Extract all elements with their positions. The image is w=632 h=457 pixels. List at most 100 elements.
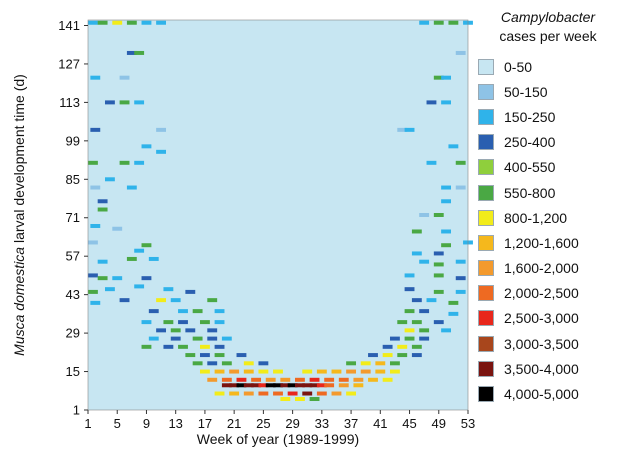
x-tick-label: 13 <box>168 416 182 431</box>
legend-label: 550-800 <box>504 184 556 201</box>
heatmap-cell <box>448 144 459 149</box>
heatmap-cell <box>141 276 152 281</box>
heatmap-cell <box>185 289 196 294</box>
heatmap-cell <box>411 344 422 349</box>
heatmap-cell <box>141 20 152 25</box>
legend-label: 4,000-5,000 <box>504 386 579 403</box>
x-tick-label: 49 <box>432 416 446 431</box>
heatmap-cell <box>368 353 378 358</box>
heatmap-cell <box>221 336 232 341</box>
heatmap-cell <box>404 336 415 341</box>
legend-swatch <box>478 310 494 327</box>
heatmap-cell <box>141 320 152 325</box>
heatmap-cell <box>441 243 452 248</box>
heatmap-cell <box>156 149 167 154</box>
heatmap-cell <box>389 361 400 366</box>
heatmap-cell <box>112 226 123 231</box>
heatmap-cell <box>426 160 437 165</box>
heatmap-cell <box>331 391 342 396</box>
x-axis-label: Week of year (1989-1999) <box>196 431 360 447</box>
legend-label: 3,000-3,500 <box>504 335 579 352</box>
y-axis-label-wrap: Musca domestica larval development time … <box>8 20 30 410</box>
legend-items: 0-50 50-150 150-250 250-400 400-550 550-800 80… <box>478 54 628 407</box>
heatmap-cell <box>207 377 218 382</box>
legend-swatch <box>478 335 494 352</box>
heatmap-cell <box>236 377 247 382</box>
heatmap-cell <box>90 75 101 80</box>
heatmap-cell <box>433 262 444 267</box>
heatmap-cell <box>221 383 232 388</box>
heatmap-cell <box>243 391 254 396</box>
heatmap-cells <box>88 20 473 402</box>
heatmap-cell <box>148 336 159 341</box>
y-tick-label: 1 <box>73 403 80 418</box>
heatmap-cell <box>309 383 320 388</box>
heatmap-cell <box>170 298 181 303</box>
heatmap-cell <box>134 248 145 253</box>
heatmap-cell <box>411 229 422 234</box>
heatmap-cell <box>214 309 225 314</box>
heatmap-cell <box>156 127 167 132</box>
heatmap-cell <box>229 369 240 374</box>
heatmap-cell <box>411 298 422 303</box>
heatmap-cell <box>397 320 408 325</box>
heatmap-cell <box>426 100 437 105</box>
heatmap-cell <box>148 256 159 261</box>
heatmap-cell <box>170 336 181 341</box>
y-tick-label: 141 <box>58 18 80 33</box>
heatmap-cell <box>90 127 101 132</box>
heatmap-cell <box>251 383 262 388</box>
heatmap-cell <box>419 20 430 25</box>
heatmap-cell <box>309 377 320 382</box>
legend-swatch <box>478 234 494 251</box>
heatmap-cell <box>419 259 430 264</box>
heatmap-cell <box>88 273 98 278</box>
heatmap-cell <box>404 309 415 314</box>
heatmap-cell <box>97 259 108 264</box>
heatmap-cell <box>346 369 357 374</box>
legend-swatch <box>478 285 494 302</box>
heatmap-cell <box>192 361 203 366</box>
legend-item: 4,000-5,000 <box>478 381 628 406</box>
heatmap-cell <box>411 353 422 358</box>
heatmap-cell <box>112 276 123 281</box>
heatmap-cell <box>134 284 145 289</box>
legend-item: 150-250 <box>478 104 628 129</box>
x-tick-label: 5 <box>114 416 121 431</box>
heatmap-cell <box>236 383 247 388</box>
heatmap-cell <box>229 383 240 388</box>
heatmap-cell <box>221 361 232 366</box>
x-tick-label: 25 <box>256 416 270 431</box>
heatmap-cell <box>389 336 400 341</box>
legend-swatch <box>478 260 494 277</box>
y-tick-label: 85 <box>66 172 80 187</box>
heatmap-cell <box>455 160 466 165</box>
legend-item: 1,200-1,600 <box>478 230 628 255</box>
heatmap-cell <box>90 300 101 305</box>
legend-label: 2,000-2,500 <box>504 285 579 302</box>
heatmap-cell <box>207 298 218 303</box>
legend-label: 150-250 <box>504 108 556 125</box>
heatmap-cell <box>104 287 115 292</box>
y-axis-label-italic: Musca domestica <box>11 246 27 356</box>
y-tick-label: 15 <box>66 364 80 379</box>
legend-item: 2,000-2,500 <box>478 281 628 306</box>
heatmap-cell <box>316 369 327 374</box>
heatmap-cell <box>280 377 291 382</box>
heatmap-cell <box>119 160 130 165</box>
legend-label: 2,500-3,000 <box>504 310 579 327</box>
heatmap-cell <box>97 20 108 25</box>
heatmap-cell <box>309 397 320 402</box>
legend-swatch <box>478 386 494 403</box>
heatmap-cell <box>448 300 459 305</box>
heatmap-cell <box>251 377 262 382</box>
heatmap-cell <box>419 309 430 314</box>
heatmap-cell <box>163 320 174 325</box>
legend-label: 1,200-1,600 <box>504 234 579 251</box>
heatmap-cell <box>221 377 232 382</box>
heatmap-cell <box>441 75 452 80</box>
heatmap-cell <box>273 391 283 396</box>
heatmap-cell <box>258 383 269 388</box>
heatmap-cell <box>243 383 254 388</box>
heatmap-cell <box>441 229 452 234</box>
